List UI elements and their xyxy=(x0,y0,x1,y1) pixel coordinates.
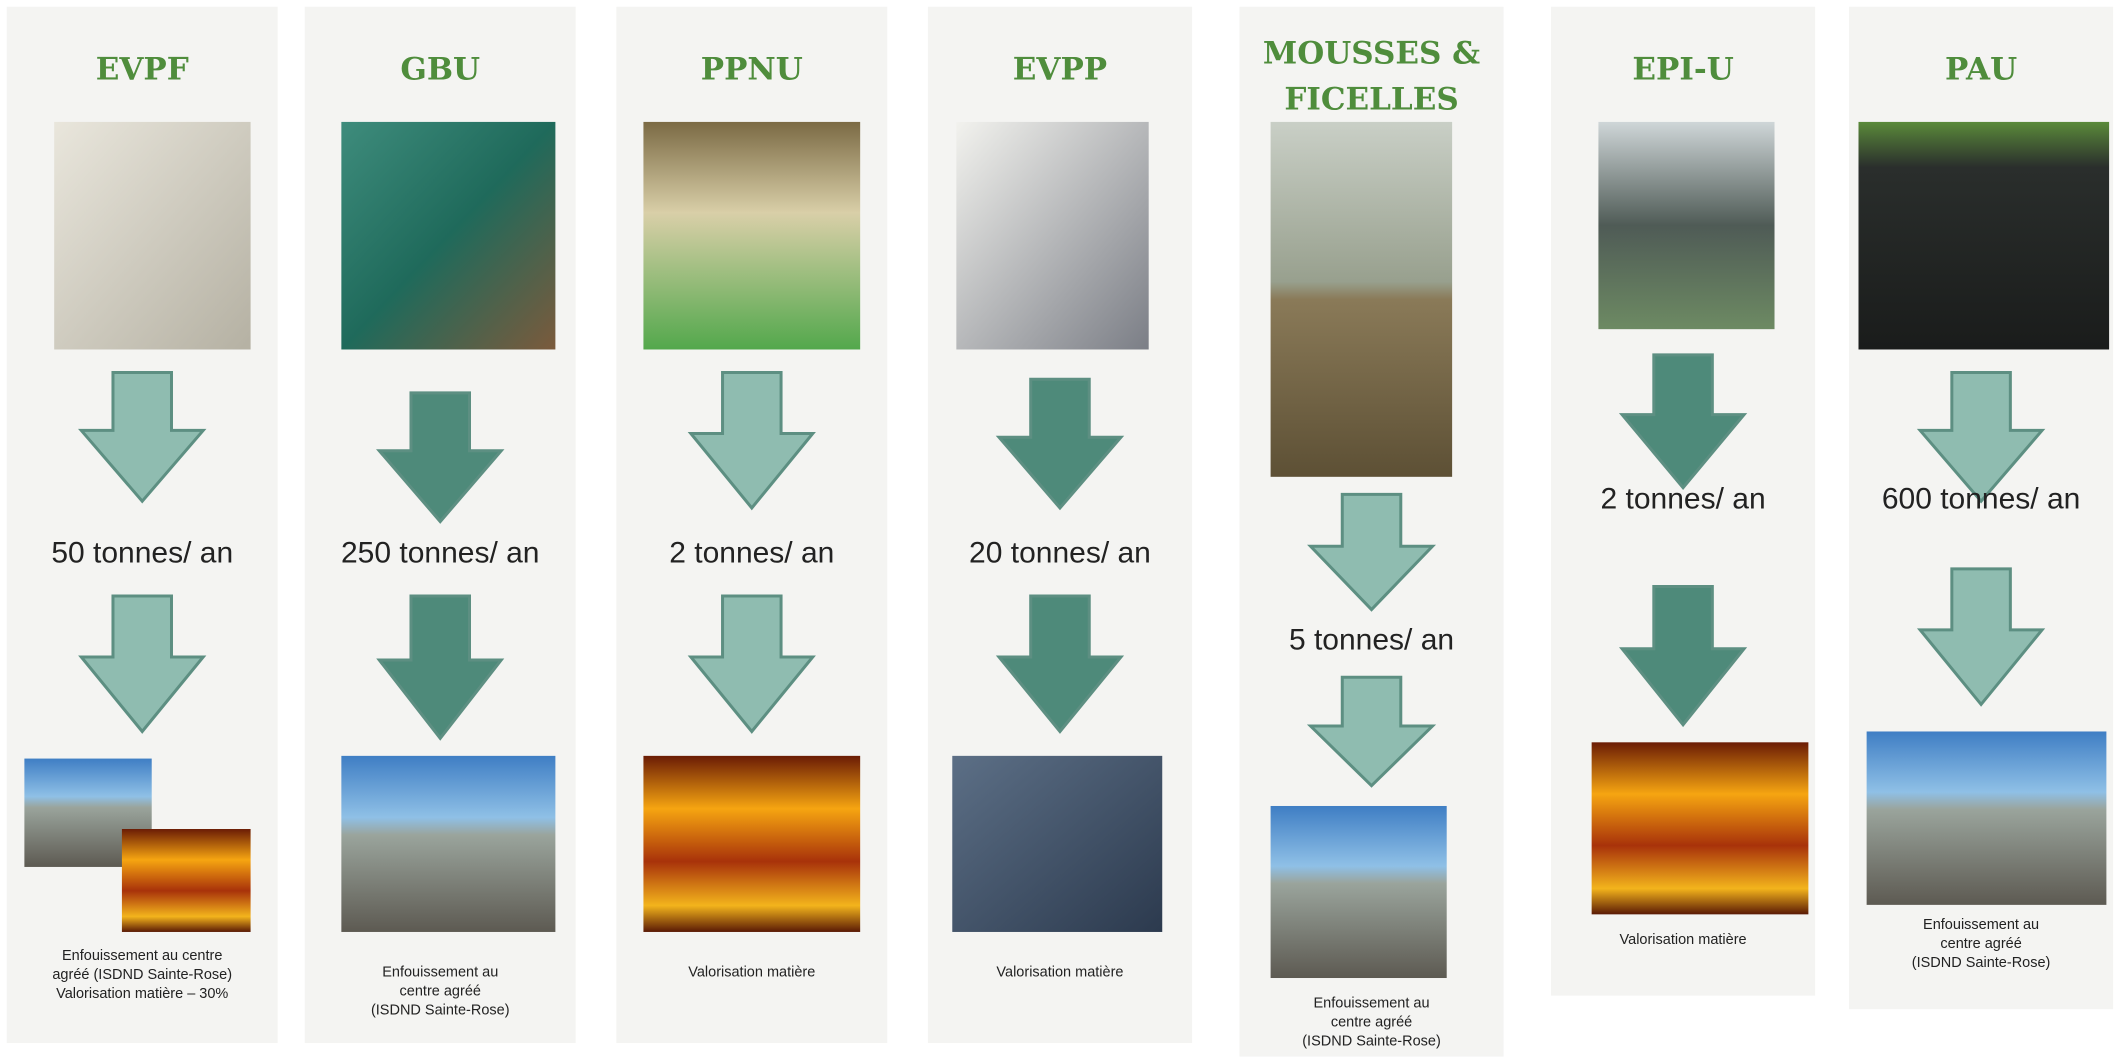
infographic: EVPF 50 tonnes/ an Enfouissement au centre… xyxy=(0,0,2124,1059)
destination-text: centre agréé xyxy=(400,983,481,999)
stream-column: MOUSSES & FICELLES 5 tonnes/ an Enfouisseme… xyxy=(1239,7,1503,1057)
destination-photo xyxy=(122,829,251,932)
column-title: MOUSSES & xyxy=(1263,35,1480,71)
tonnage: 250 tonnes/ an xyxy=(341,537,540,570)
stream-column: PAU 600 tonnes/ an Enfouissement au centre … xyxy=(1849,7,2113,1009)
tonnage: 50 tonnes/ an xyxy=(51,537,233,570)
destination-photo xyxy=(643,756,860,932)
destination-photo xyxy=(952,756,1162,932)
waste-photo xyxy=(956,122,1148,350)
destination-text: Valorisation matière – 30% xyxy=(56,986,228,1002)
destination-text: (ISDND Sainte-Rose) xyxy=(1302,1034,1441,1050)
destination-text: (ISDND Sainte-Rose) xyxy=(1912,955,2051,971)
destination-text: centre agréé xyxy=(1331,1015,1412,1031)
destination-text: (ISDND Sainte-Rose) xyxy=(371,1002,510,1018)
column-title: PPNU xyxy=(701,52,803,88)
waste-photo xyxy=(54,122,250,350)
waste-photo xyxy=(1598,122,1774,329)
destination-photo xyxy=(1867,731,2107,904)
destination-text: Valorisation matière xyxy=(996,964,1123,980)
destination-text: Enfouissement au xyxy=(1923,917,2039,933)
destination-text: Valorisation matière xyxy=(688,964,815,980)
destination-text: centre agréé xyxy=(1940,936,2021,952)
column-title: FICELLES xyxy=(1284,82,1458,118)
destination-text: Enfouissement au xyxy=(1313,996,1429,1012)
column-title: PAU xyxy=(1945,52,2017,88)
destination-text: Enfouissement au xyxy=(382,964,498,980)
tonnage: 20 tonnes/ an xyxy=(969,537,1151,570)
destination-text: agréé (ISDND Sainte-Rose) xyxy=(52,967,232,983)
waste-photo xyxy=(1271,122,1453,477)
tonnage: 2 tonnes/ an xyxy=(1601,482,1766,515)
waste-photo xyxy=(1859,122,2110,350)
waste-photo xyxy=(341,122,555,350)
destination-photo xyxy=(1271,806,1447,978)
waste-photo xyxy=(643,122,860,350)
destination-text: Enfouissement au centre xyxy=(62,948,222,964)
column-title: EPI-U xyxy=(1632,52,1733,88)
tonnage: 5 tonnes/ an xyxy=(1289,623,1454,656)
stream-column: EPI-U 2 tonnes/ an Valorisation matière xyxy=(1551,7,1815,996)
column-title: EVPP xyxy=(1013,52,1107,88)
column-title: GBU xyxy=(400,52,480,88)
stream-column: EVPF 50 tonnes/ an Enfouissement au centre… xyxy=(7,7,278,1043)
stream-column: GBU 250 tonnes/ an Enfouissement au centre … xyxy=(305,7,576,1043)
tonnage: 2 tonnes/ an xyxy=(669,537,834,570)
stream-column: PPNU 2 tonnes/ an Valorisation matière xyxy=(616,7,887,1043)
stream-column: EVPP 20 tonnes/ an Valorisation matière xyxy=(928,7,1192,1043)
column-title: EVPF xyxy=(96,52,189,88)
tonnage: 600 tonnes/ an xyxy=(1882,482,2081,515)
destination-text: Valorisation matière xyxy=(1620,932,1747,948)
destination-photo xyxy=(1592,742,1809,914)
destination-photo xyxy=(341,756,555,932)
